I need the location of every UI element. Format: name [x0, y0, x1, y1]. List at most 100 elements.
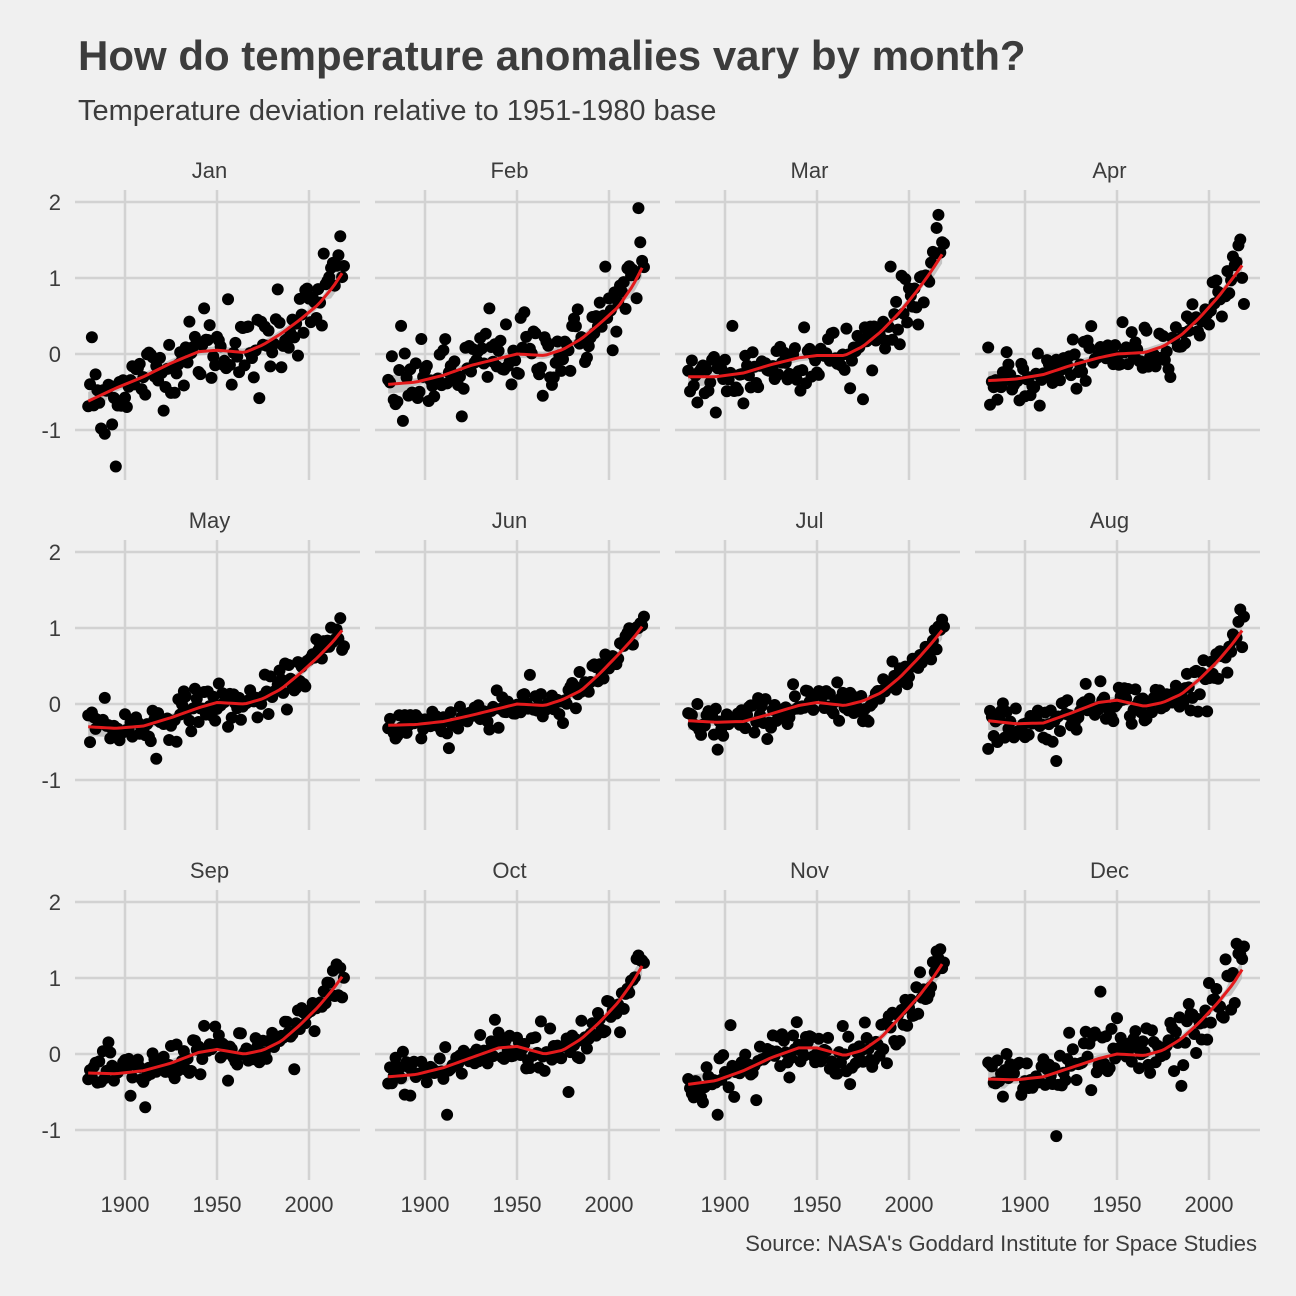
data-point — [288, 1063, 301, 1076]
smooth-trend-line — [688, 253, 944, 379]
data-point — [877, 1043, 890, 1056]
data-point — [912, 1007, 925, 1020]
data-point — [444, 706, 457, 719]
data-point — [575, 1014, 588, 1027]
data-point — [790, 1016, 803, 1029]
data-point — [930, 221, 943, 234]
data-point — [1083, 341, 1096, 354]
data-point — [308, 1025, 321, 1038]
data-point — [982, 341, 995, 354]
data-point — [807, 703, 820, 716]
facet-panel-dec: Dec 1900 1950 2000 — [975, 858, 1260, 1217]
panel-title: May — [189, 508, 231, 533]
data-point — [788, 690, 801, 703]
data-point — [827, 326, 840, 339]
data-point — [593, 1013, 606, 1026]
data-point — [293, 292, 306, 305]
data-point — [1116, 316, 1129, 329]
x-tick-label: 2000 — [585, 1192, 634, 1217]
data-point — [98, 427, 111, 440]
data-point — [150, 752, 163, 765]
facet-panel-jul: Jul — [675, 508, 960, 830]
data-point — [1070, 1073, 1083, 1086]
data-point — [334, 230, 347, 243]
data-point — [739, 1048, 752, 1061]
data-point — [396, 414, 409, 427]
data-point — [332, 249, 345, 262]
data-point — [610, 325, 623, 338]
data-point — [534, 361, 547, 374]
data-point — [282, 341, 295, 354]
x-tick-label: 1900 — [1001, 1192, 1050, 1217]
facet-panel-nov: Nov 1900 1950 2000 — [675, 858, 960, 1217]
data-point — [573, 666, 586, 679]
data-point — [238, 359, 251, 372]
data-point — [700, 363, 713, 376]
data-point — [687, 379, 700, 392]
data-point — [183, 714, 196, 727]
data-point — [899, 273, 912, 286]
panel-title: Apr — [1092, 158, 1126, 183]
data-point — [297, 326, 310, 339]
facet-panel-mar: Mar — [675, 158, 960, 480]
data-point — [812, 1032, 825, 1045]
data-point — [212, 677, 225, 690]
data-point — [384, 376, 397, 389]
data-point — [796, 364, 809, 377]
data-point — [858, 1016, 871, 1029]
data-point — [1083, 692, 1096, 705]
data-point — [1204, 1016, 1217, 1029]
data-point — [1070, 382, 1083, 395]
data-point — [1144, 1066, 1157, 1079]
data-point — [544, 1022, 557, 1035]
data-point — [842, 1030, 855, 1043]
data-point — [299, 1017, 312, 1030]
data-point — [844, 382, 857, 395]
y-tick-label: 0 — [49, 692, 61, 717]
data-point — [179, 690, 192, 703]
data-point — [1094, 985, 1107, 998]
data-point — [917, 296, 930, 309]
data-point — [441, 1108, 454, 1121]
data-point — [479, 327, 492, 340]
data-point — [787, 678, 800, 691]
data-point — [1002, 358, 1015, 371]
data-point — [704, 376, 717, 389]
panel-title: Jul — [795, 508, 823, 533]
data-point — [102, 1036, 115, 1049]
data-point — [299, 680, 312, 693]
smooth-trend-line — [388, 965, 644, 1079]
data-point — [271, 283, 284, 296]
data-point — [253, 392, 266, 405]
x-tick-label: 2000 — [885, 1192, 934, 1217]
data-point — [1193, 329, 1206, 342]
data-point — [231, 1058, 244, 1071]
data-point — [1175, 1079, 1188, 1092]
data-point — [893, 1035, 906, 1048]
data-point — [185, 1064, 198, 1077]
data-point — [752, 381, 765, 394]
data-point — [728, 1090, 741, 1103]
data-point — [523, 668, 536, 681]
data-point — [719, 353, 731, 366]
data-point — [1079, 677, 1092, 690]
data-point — [1081, 1050, 1094, 1063]
y-tick-label: 2 — [49, 890, 61, 915]
data-point — [617, 1002, 630, 1015]
data-point — [637, 610, 650, 623]
panel-title: Aug — [1090, 508, 1129, 533]
data-point — [1221, 666, 1234, 679]
data-point — [632, 202, 645, 215]
data-point — [384, 712, 397, 725]
data-point — [845, 354, 858, 367]
data-point — [337, 640, 350, 653]
panel-title: Feb — [491, 158, 529, 183]
data-point — [691, 396, 704, 409]
data-point — [120, 400, 133, 413]
data-point — [1028, 381, 1041, 394]
data-point — [1000, 1048, 1013, 1060]
data-point — [844, 1078, 857, 1091]
panel-title: Dec — [1090, 858, 1129, 883]
data-point — [1203, 318, 1215, 331]
data-point — [512, 367, 525, 380]
